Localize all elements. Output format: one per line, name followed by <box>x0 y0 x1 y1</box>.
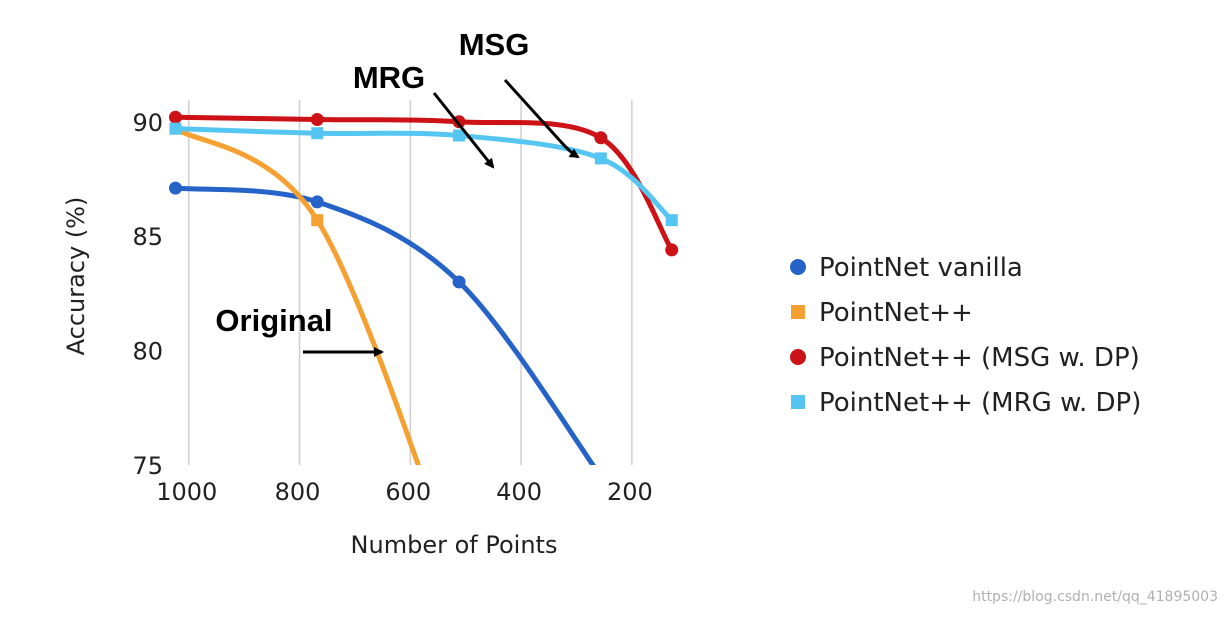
annotation-msg-arrow <box>503 78 580 159</box>
data-point-pointnet-mrg-w-dp <box>311 127 324 140</box>
data-point-pointnet-vanilla <box>168 181 182 195</box>
x-tick-label: 1000 <box>156 478 217 506</box>
annotation-mrg-arrow <box>432 92 495 169</box>
x-axis-title: Number of Points <box>351 531 558 559</box>
legend-swatch-pointnet-vanilla <box>790 259 806 275</box>
data-point-pointnet-msg-w-dp <box>310 112 324 126</box>
data-point-pointnet <box>453 573 465 585</box>
y-tick-labels: 75 80 85 90 <box>132 109 163 480</box>
x-tick-label: 800 <box>275 478 321 506</box>
legend-label-pointnet-vanilla: PointNet vanilla <box>819 253 1023 283</box>
x-tick-labels: 1000 800 600 400 200 <box>156 478 653 506</box>
legend-swatch-pointnet-msg-w-dp <box>790 349 806 365</box>
y-tick-label: 80 <box>132 338 163 366</box>
legend-label-pointnet: PointNet++ <box>819 298 973 328</box>
annotation-original-label: Original <box>215 303 332 338</box>
grid-lines <box>188 100 633 465</box>
series-lines <box>172 114 675 465</box>
y-tick-label: 85 <box>132 223 163 251</box>
y-tick-label: 75 <box>132 452 163 480</box>
x-tick-label: 400 <box>496 478 542 506</box>
series-line-pointnet <box>172 126 421 465</box>
data-point-pointnet-vanilla <box>594 470 607 483</box>
data-point-pointnet-msg-w-dp <box>665 243 679 257</box>
data-point-pointnet-mrg-w-dp <box>453 129 466 142</box>
data-point-pointnet-mrg-w-dp <box>169 122 182 135</box>
series-markers <box>168 110 679 585</box>
x-tick-label: 600 <box>385 478 431 506</box>
data-point-pointnet-vanilla <box>310 195 324 209</box>
annotations: MSG MRG Original <box>215 27 580 357</box>
x-tick-label: 200 <box>607 478 653 506</box>
legend: PointNet vanilla PointNet++ PointNet++ (MS… <box>790 253 1141 418</box>
data-point-pointnet-mrg-w-dp <box>665 214 678 227</box>
data-point-pointnet-msg-w-dp <box>168 110 182 124</box>
annotation-mrg-label: MRG <box>353 60 425 95</box>
y-axis-title: Accuracy (%) <box>62 197 90 356</box>
annotation-msg-label: MSG <box>459 27 530 62</box>
legend-label-pointnet-mrg-w-dp: PointNet++ (MRG w. DP) <box>819 388 1141 418</box>
legend-swatch-pointnet <box>791 305 805 319</box>
y-tick-label: 90 <box>132 109 163 137</box>
data-point-pointnet <box>311 214 324 227</box>
data-point-pointnet-mrg-w-dp <box>594 152 607 165</box>
legend-label-pointnet-msg-w-dp: PointNet++ (MSG w. DP) <box>819 343 1140 373</box>
watermark-text: https://blog.csdn.net/qq_41895003 <box>972 589 1218 605</box>
legend-swatch-pointnet-mrg-w-dp <box>791 395 805 409</box>
data-point-pointnet-vanilla <box>452 275 466 289</box>
data-point-pointnet-msg-w-dp <box>594 131 608 145</box>
series-line-pointnet-vanilla <box>172 185 596 465</box>
